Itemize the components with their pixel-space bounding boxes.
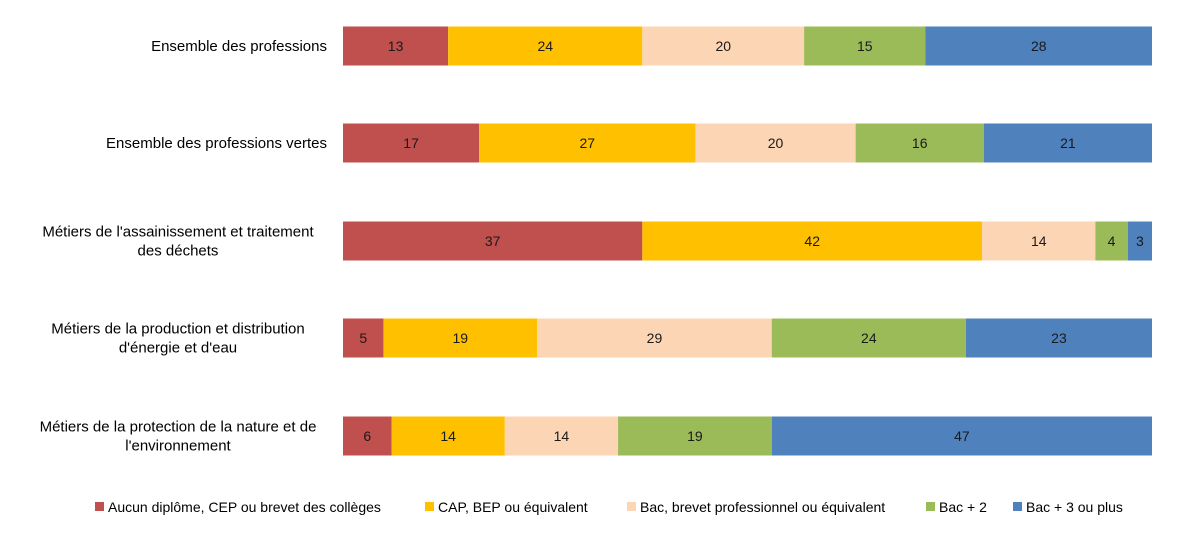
legend-label-3: Bac + 2 bbox=[939, 499, 987, 515]
bar-segment-2-3 bbox=[1095, 221, 1128, 261]
legend-swatch-4 bbox=[1013, 502, 1022, 511]
bar-segment-4-2 bbox=[504, 416, 619, 456]
bar-segment-4-4 bbox=[771, 416, 1152, 456]
data-label-2-4: 3 bbox=[1136, 233, 1144, 249]
data-label-0-4: 28 bbox=[1031, 38, 1047, 54]
bar-segment-3-4 bbox=[965, 318, 1152, 358]
bar-segment-0-4 bbox=[925, 26, 1152, 66]
bar-segment-2-2 bbox=[982, 221, 1096, 261]
legend: Aucun diplôme, CEP ou brevet des collège… bbox=[95, 499, 1123, 515]
data-label-1-3: 16 bbox=[912, 135, 928, 151]
category-label-3-line-0: Métiers de la production et distribution bbox=[51, 321, 304, 338]
data-label-3-2: 29 bbox=[647, 330, 663, 346]
bar-segment-4-0 bbox=[343, 416, 392, 456]
category-label-0-line-0: Ensemble des professions bbox=[151, 38, 327, 55]
data-label-4-0: 6 bbox=[363, 428, 371, 444]
data-label-2-2: 14 bbox=[1031, 233, 1047, 249]
data-label-4-1: 14 bbox=[440, 428, 456, 444]
legend-swatch-0 bbox=[95, 502, 104, 511]
legend-label-1: CAP, BEP ou équivalent bbox=[438, 499, 588, 515]
bar-segment-3-0 bbox=[343, 318, 384, 358]
bar-segment-3-1 bbox=[383, 318, 538, 358]
data-label-0-1: 24 bbox=[537, 38, 553, 54]
data-label-0-3: 15 bbox=[857, 38, 873, 54]
bar-segment-3-3 bbox=[771, 318, 966, 358]
data-label-1-4: 21 bbox=[1060, 135, 1076, 151]
bar-segment-1-1 bbox=[479, 123, 696, 163]
category-labels: Ensemble des professions Ensemble des pro… bbox=[40, 38, 327, 455]
bar-segment-0-3 bbox=[804, 26, 926, 66]
data-label-1-1: 27 bbox=[580, 135, 596, 151]
data-label-3-3: 24 bbox=[861, 330, 877, 346]
category-label-2-line-0: Métiers de l'assainissement et traitemen… bbox=[42, 224, 314, 241]
legend-label-4: Bac + 3 ou plus bbox=[1026, 499, 1123, 515]
category-label-4-line-1: l'environnement bbox=[125, 438, 231, 455]
bar-segment-1-3 bbox=[855, 123, 984, 163]
category-label-2-line-1: des déchets bbox=[138, 243, 219, 260]
bar-segment-1-0 bbox=[343, 123, 480, 163]
data-label-2-1: 42 bbox=[804, 233, 820, 249]
legend-swatch-2 bbox=[627, 502, 636, 511]
data-label-2-3: 4 bbox=[1108, 233, 1116, 249]
bar-segment-3-2 bbox=[537, 318, 772, 358]
data-label-1-2: 20 bbox=[768, 135, 784, 151]
bar-segment-1-4 bbox=[983, 123, 1152, 163]
category-label-1-line-0: Ensemble des professions vertes bbox=[106, 135, 327, 152]
data-label-0-2: 20 bbox=[715, 38, 731, 54]
bar-segment-1-2 bbox=[695, 123, 856, 163]
bar-segment-2-4 bbox=[1127, 221, 1152, 261]
data-label-4-2: 14 bbox=[554, 428, 570, 444]
bars-group: 13 24 20 15 28 17 27 20 16 21 37 42 14 4 3 5 19 29 24 23 6 14… bbox=[343, 26, 1152, 456]
bar-segment-2-0 bbox=[343, 221, 643, 261]
category-label-4-line-0: Métiers de la protection de la nature et… bbox=[40, 419, 317, 436]
data-label-1-0: 17 bbox=[403, 135, 419, 151]
bar-segment-4-3 bbox=[618, 416, 772, 456]
legend-label-0: Aucun diplôme, CEP ou brevet des collège… bbox=[108, 499, 381, 515]
bar-segment-2-1 bbox=[642, 221, 983, 261]
bar-segment-0-1 bbox=[448, 26, 643, 66]
data-label-4-3: 19 bbox=[687, 428, 703, 444]
legend-swatch-1 bbox=[425, 502, 434, 511]
data-label-2-0: 37 bbox=[485, 233, 501, 249]
legend-label-2: Bac, brevet professionnel ou équivalent bbox=[640, 499, 885, 515]
category-label-3-line-1: d'énergie et d'eau bbox=[119, 340, 237, 357]
bar-segment-0-2 bbox=[642, 26, 805, 66]
bar-segment-4-1 bbox=[391, 416, 505, 456]
data-label-0-0: 13 bbox=[388, 38, 404, 54]
data-label-3-0: 5 bbox=[359, 330, 367, 346]
data-label-3-1: 19 bbox=[453, 330, 469, 346]
data-label-4-4: 47 bbox=[954, 428, 970, 444]
legend-swatch-3 bbox=[926, 502, 935, 511]
bar-segment-0-0 bbox=[343, 26, 449, 66]
data-label-3-4: 23 bbox=[1051, 330, 1067, 346]
